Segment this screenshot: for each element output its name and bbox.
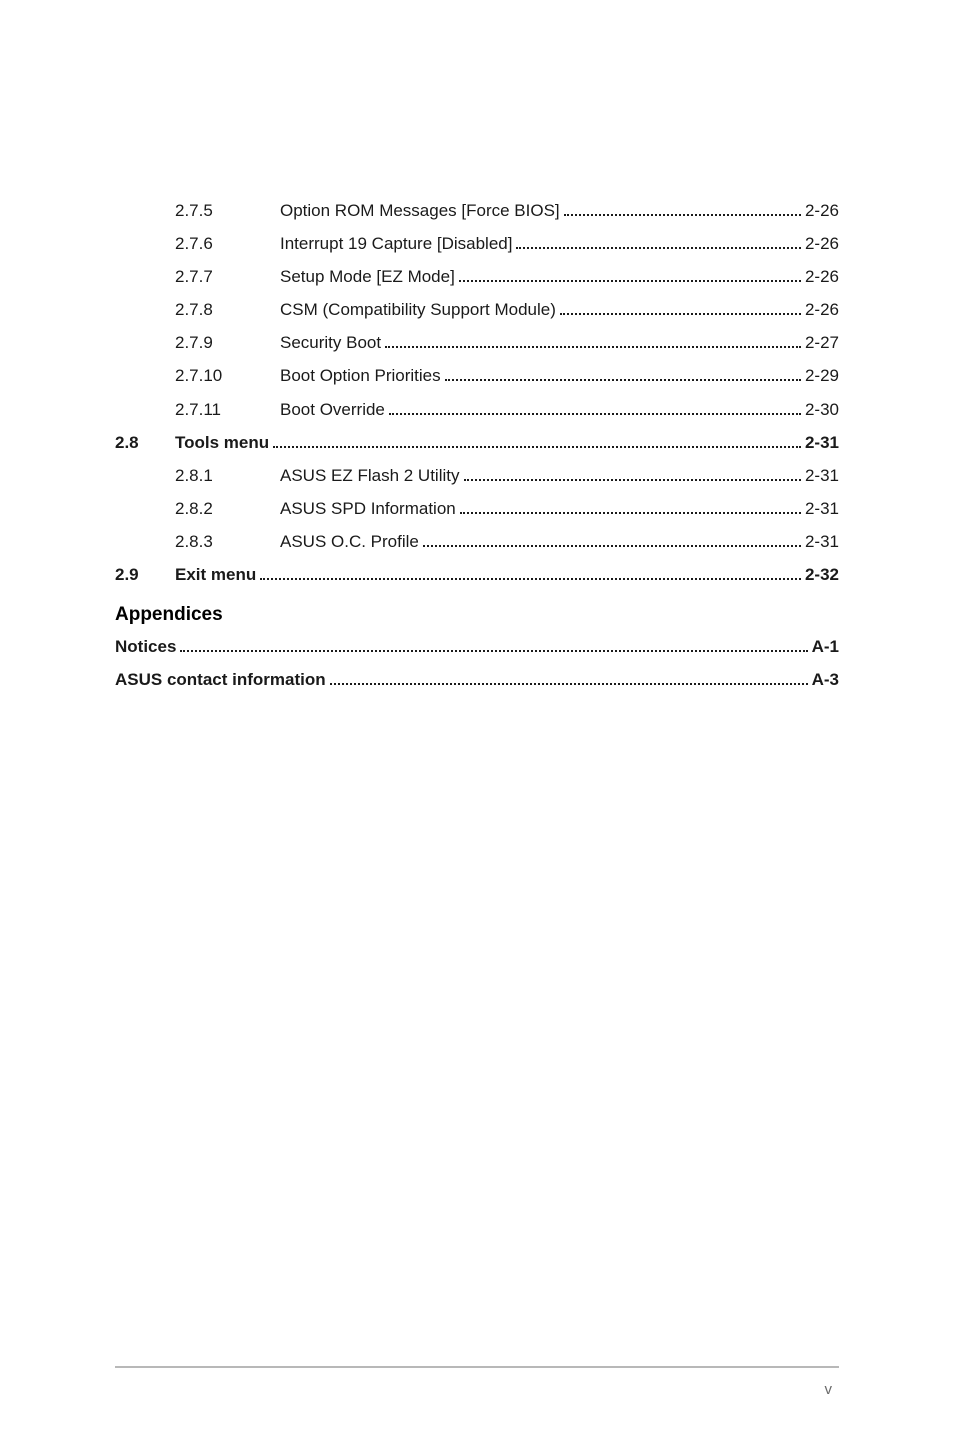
toc-entry: 2.8.3 ASUS O.C. Profile 2-31 bbox=[115, 531, 839, 553]
toc-page: 2-31 bbox=[805, 498, 839, 520]
toc-leader-dots bbox=[180, 637, 807, 652]
toc-page: A-1 bbox=[812, 636, 839, 658]
toc-number: 2.7.5 bbox=[175, 200, 280, 222]
toc-number: 2.7.10 bbox=[175, 365, 280, 387]
toc-page: 2-26 bbox=[805, 266, 839, 288]
toc-leader-dots bbox=[385, 333, 801, 348]
toc-title: Setup Mode [EZ Mode] bbox=[280, 266, 455, 288]
toc-page: A-3 bbox=[812, 669, 839, 691]
toc-leader-dots bbox=[560, 300, 801, 315]
toc-entry: 2.7.10 Boot Option Priorities 2-29 bbox=[115, 365, 839, 387]
toc-title: CSM (Compatibility Support Module) bbox=[280, 299, 556, 321]
toc-number: 2.7.11 bbox=[175, 399, 280, 421]
toc-leader-dots bbox=[516, 234, 801, 249]
toc-leader-dots bbox=[260, 565, 801, 580]
toc-title: Notices bbox=[115, 636, 176, 658]
toc-entry: 2.7.9 Security Boot 2-27 bbox=[115, 332, 839, 354]
toc-entry: 2.7.8 CSM (Compatibility Support Module)… bbox=[115, 299, 839, 321]
toc-number: 2.8 bbox=[115, 432, 175, 454]
toc-title: Exit menu bbox=[175, 564, 256, 586]
toc-title: ASUS O.C. Profile bbox=[280, 531, 419, 553]
toc-leader-dots bbox=[273, 432, 801, 447]
toc-page: 2-30 bbox=[805, 399, 839, 421]
toc-page: 2-29 bbox=[805, 365, 839, 387]
toc-number: 2.7.7 bbox=[175, 266, 280, 288]
toc-title: ASUS SPD Information bbox=[280, 498, 456, 520]
toc-page: 2-32 bbox=[805, 564, 839, 586]
toc-number: 2.9 bbox=[115, 564, 175, 586]
toc-section: 2.9 Exit menu 2-32 bbox=[115, 564, 839, 586]
toc-page: 2-31 bbox=[805, 432, 839, 454]
toc-title: Interrupt 19 Capture [Disabled] bbox=[280, 233, 512, 255]
document-page: 2.7.5 Option ROM Messages [Force BIOS] 2… bbox=[0, 0, 954, 1438]
toc-page: 2-26 bbox=[805, 233, 839, 255]
toc-leader-dots bbox=[564, 201, 801, 216]
toc-entry: 2.8.1 ASUS EZ Flash 2 Utility 2-31 bbox=[115, 465, 839, 487]
toc-leader-dots bbox=[459, 267, 801, 282]
toc-page: 2-27 bbox=[805, 332, 839, 354]
toc-entry: 2.7.11 Boot Override 2-30 bbox=[115, 399, 839, 421]
toc-page: 2-26 bbox=[805, 200, 839, 222]
toc-heading-appendices: Appendices bbox=[115, 604, 839, 626]
page-number: v bbox=[825, 1381, 833, 1398]
toc-leader-dots bbox=[460, 499, 801, 514]
toc-page: 2-31 bbox=[805, 465, 839, 487]
toc-title: Security Boot bbox=[280, 332, 381, 354]
toc-entry: 2.7.7 Setup Mode [EZ Mode] 2-26 bbox=[115, 266, 839, 288]
toc-page: 2-31 bbox=[805, 531, 839, 553]
toc-title: Boot Option Priorities bbox=[280, 365, 441, 387]
toc-number: 2.8.1 bbox=[175, 465, 280, 487]
toc-entry: 2.8.2 ASUS SPD Information 2-31 bbox=[115, 498, 839, 520]
toc-leader-dots bbox=[423, 532, 801, 547]
toc-number: 2.7.9 bbox=[175, 332, 280, 354]
toc-entry: 2.7.6 Interrupt 19 Capture [Disabled] 2-… bbox=[115, 233, 839, 255]
footer-divider bbox=[115, 1366, 839, 1368]
toc-leader-dots bbox=[330, 670, 808, 685]
toc-title: ASUS EZ Flash 2 Utility bbox=[280, 465, 460, 487]
toc-number: 2.8.3 bbox=[175, 531, 280, 553]
toc-leader-dots bbox=[445, 366, 801, 381]
toc-leader-dots bbox=[464, 465, 801, 480]
toc-section: 2.8 Tools menu 2-31 bbox=[115, 432, 839, 454]
toc-entry: 2.7.5 Option ROM Messages [Force BIOS] 2… bbox=[115, 200, 839, 222]
toc-page: 2-26 bbox=[805, 299, 839, 321]
toc-title: Boot Override bbox=[280, 399, 385, 421]
toc-number: 2.8.2 bbox=[175, 498, 280, 520]
toc-number: 2.7.8 bbox=[175, 299, 280, 321]
toc-appendix-entry: ASUS contact information A-3 bbox=[115, 669, 839, 691]
toc-title: ASUS contact information bbox=[115, 669, 326, 691]
toc-leader-dots bbox=[389, 399, 801, 414]
toc-number: 2.7.6 bbox=[175, 233, 280, 255]
toc-appendix-entry: Notices A-1 bbox=[115, 636, 839, 658]
toc-title: Tools menu bbox=[175, 432, 269, 454]
toc-title: Option ROM Messages [Force BIOS] bbox=[280, 200, 560, 222]
